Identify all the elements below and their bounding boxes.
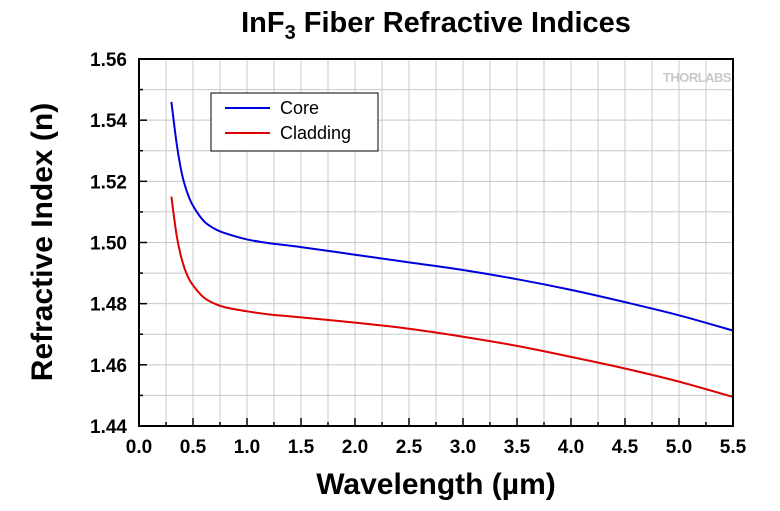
- x-tick-label: 1.0: [234, 437, 260, 458]
- chart-title-rest: Fiber Refractive Indices: [296, 7, 631, 39]
- x-tick-label: 0.0: [126, 437, 152, 458]
- x-tick-label: 4.0: [558, 437, 584, 458]
- x-tick-label: 2.0: [342, 437, 368, 458]
- y-tick-label: 1.48: [90, 295, 127, 316]
- chart-title-main: InF: [241, 7, 285, 39]
- y-tick-label: 1.54: [90, 111, 127, 132]
- x-tick-label: 4.5: [612, 437, 639, 458]
- x-tick-label: 0.5: [180, 437, 207, 458]
- x-tick-label: 1.5: [288, 437, 315, 458]
- legend: Core Cladding: [210, 92, 379, 152]
- chart-title-text: InF3 Fiber Refractive Indices: [241, 7, 631, 44]
- series-lines: [170, 101, 734, 398]
- thorlabs-watermark: THORLABS: [663, 70, 732, 85]
- legend-label-core: Core: [280, 98, 319, 118]
- y-tick-label: 1.56: [90, 50, 127, 71]
- x-axis-label: Wavelength (µm): [316, 468, 556, 501]
- x-tick-label: 2.5: [396, 437, 423, 458]
- legend-label-cladding: Cladding: [280, 123, 351, 143]
- y-tick-label: 1.44: [90, 417, 127, 438]
- series-line-core: [170, 101, 734, 332]
- legend-box: [210, 92, 379, 152]
- x-tick-label: 3.0: [450, 437, 476, 458]
- x-tick-label: 3.5: [504, 437, 531, 458]
- y-tick-label: 1.52: [90, 172, 127, 193]
- plot-frame: [138, 58, 734, 427]
- x-tick-label: 5.0: [666, 437, 692, 458]
- y-tick-label: 1.46: [90, 356, 127, 377]
- series-line-cladding: [170, 196, 734, 398]
- chart-title-subscript: 3: [285, 22, 296, 44]
- y-axis-label: Refractive Index (n): [26, 103, 59, 381]
- y-tick-label: 1.50: [90, 234, 127, 255]
- chart-title: InF3 Fiber Refractive Indices: [241, 7, 631, 44]
- x-tick-label: 5.5: [720, 437, 747, 458]
- tick-labels: 0.0 0.5 1.0 1.5 2.0 2.5 3.0 3.5 4.0 4.5 5.0 5.5 1.44…: [90, 50, 747, 458]
